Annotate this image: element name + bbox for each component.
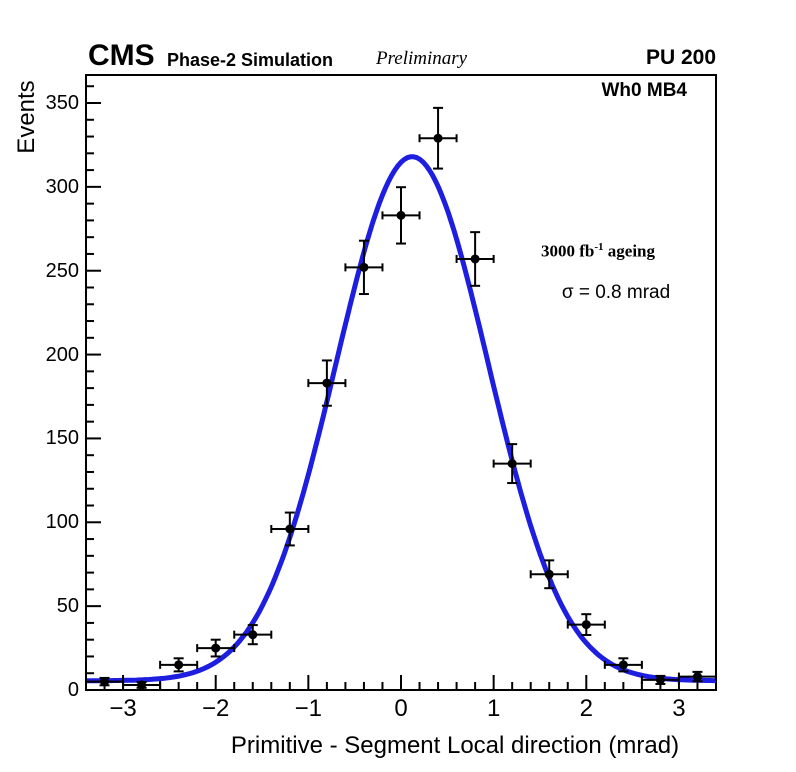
sigma-label: σ = 0.8 mrad (561, 282, 671, 303)
data-point (618, 660, 628, 670)
y-tick-label: 350 (45, 92, 79, 114)
x-tick-label: −3 (109, 695, 137, 722)
y-tick-label: 0 (67, 679, 79, 701)
y-tick-label: 300 (45, 175, 79, 198)
data-point (248, 630, 258, 640)
x-tick-label: 0 (394, 695, 408, 722)
lumi-prefix: 3000 fb (540, 241, 595, 261)
data-point (359, 262, 369, 272)
data-point (322, 378, 332, 388)
y-tick-label: 100 (45, 511, 79, 534)
y-axis-title: Events (13, 80, 40, 154)
data-point (544, 569, 554, 579)
data-point (285, 524, 295, 534)
data-point (581, 620, 591, 630)
x-tick-label: −1 (294, 695, 323, 722)
x-axis-title: Primitive - Segment Local direction (mra… (230, 732, 680, 759)
region-label: Wh0 MB4 (601, 80, 688, 101)
fit-curve (86, 154, 716, 684)
preliminary-label: Preliminary (376, 48, 468, 69)
lumi-exponent: -1 (594, 241, 604, 253)
data-point (655, 675, 665, 685)
lumi-suffix: ageing (603, 241, 656, 261)
data-point (692, 672, 702, 682)
data-point (396, 210, 406, 220)
data-point (507, 459, 517, 469)
x-tick-label: 1 (486, 695, 501, 722)
x-tick-label: 3 (672, 695, 686, 722)
plot-frame-border (85, 74, 717, 691)
y-tick-label: 50 (56, 595, 79, 618)
x-tick-label: −2 (202, 695, 230, 722)
pu200-label: PU 200 (645, 46, 716, 69)
x-tick-label: 2 (579, 695, 593, 722)
data-point (174, 660, 184, 670)
phase2-simulation-label: Phase-2 Simulation (167, 50, 334, 70)
y-tick-label: 200 (45, 343, 79, 366)
data-point (137, 680, 147, 690)
data-point (100, 677, 110, 687)
lumi-ageing-label: 3000 fb-1 ageing (541, 242, 655, 260)
data-point (211, 643, 221, 653)
data-point (433, 133, 443, 143)
cms-label: CMS (88, 39, 155, 72)
y-tick-label: 150 (45, 427, 79, 450)
y-tick-label: 250 (45, 259, 79, 282)
data-point (470, 254, 480, 264)
